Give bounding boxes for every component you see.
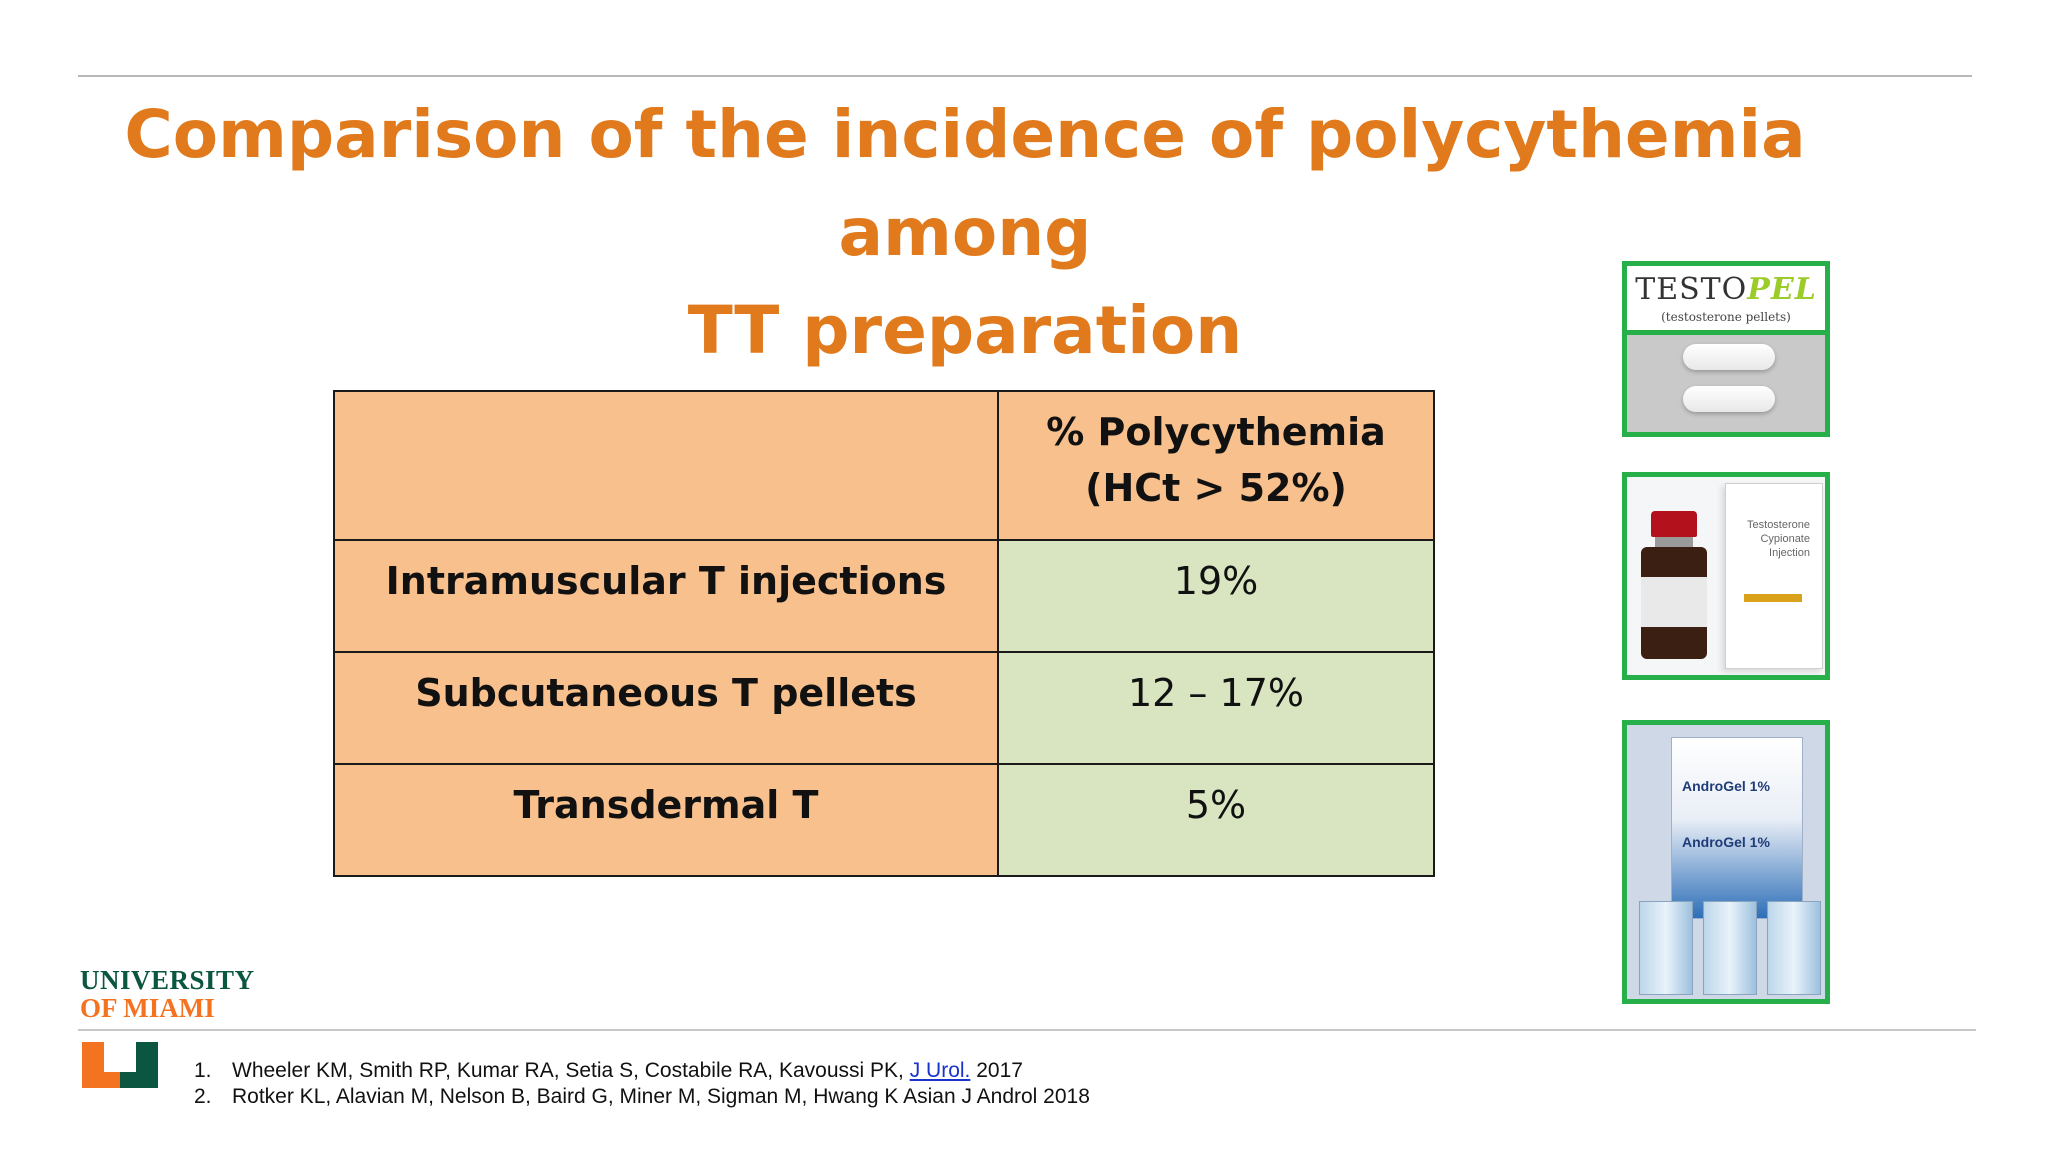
header-empty-cell (333, 390, 999, 541)
bottom-divider (78, 1029, 1976, 1031)
row-label: Subcutaneous T pellets (333, 651, 999, 765)
testopel-brand-b: PEL (1747, 272, 1817, 307)
logo-line2: OF MIAMI (80, 993, 215, 1023)
slide-title-line2: TT preparation (687, 292, 1243, 369)
reference-number: 1. (194, 1059, 212, 1082)
polycythemia-table: % Polycythemia (HCt > 52%) Intramuscular… (333, 390, 1435, 877)
product-box-icon: Testosterone Cypionate Injection (1725, 483, 1823, 669)
row-value: 19% (997, 539, 1435, 653)
header-line2: (HCt > 52%) (1085, 466, 1347, 510)
row-label: Transdermal T (333, 763, 999, 877)
androgel-product-image: AndroGel 1% AndroGel 1% (1622, 720, 1830, 1004)
reference-item: 1. Wheeler KM, Smith RP, Kumar RA, Setia … (194, 1058, 1090, 1084)
testopel-brand-a: TESTO (1635, 272, 1748, 307)
testopel-product-image: TESTOPEL (testosterone pellets) (1622, 261, 1830, 437)
sachet-icon (1767, 901, 1821, 995)
references: 1. Wheeler KM, Smith RP, Kumar RA, Setia … (194, 1058, 1090, 1110)
pellet-shape (1683, 386, 1775, 412)
logo-line1: UNIVERSITY (80, 965, 255, 995)
journal-link[interactable]: J Urol. (909, 1059, 971, 1082)
testopel-subtitle: (testosterone pellets) (1661, 310, 1791, 324)
vial-icon (1641, 511, 1707, 659)
header-value-cell: % Polycythemia (HCt > 52%) (997, 390, 1435, 541)
row-label: Intramuscular T injections (333, 539, 999, 653)
table-row: Intramuscular T injections 19% (333, 539, 1435, 653)
reference-year: 2017 (970, 1059, 1023, 1082)
row-value: 5% (997, 763, 1435, 877)
sachet-icon (1703, 901, 1757, 995)
pellet-shape (1683, 344, 1775, 370)
table-row: Transdermal T 5% (333, 763, 1435, 877)
cypionate-box-text: Testosterone Cypionate Injection (1747, 519, 1810, 559)
slide-title: Comparison of the incidence of polycythe… (60, 86, 1870, 380)
reference-text: Rotker KL, Alavian M, Nelson B, Baird G,… (232, 1085, 1090, 1108)
injection-product-image: Testosterone Cypionate Injection (1622, 472, 1830, 680)
testopel-brand: TESTOPEL (testosterone pellets) (1627, 266, 1825, 335)
header-line1: % Polycythemia (1046, 410, 1386, 454)
university-logo-text: UNIVERSITY OF MIAMI (80, 966, 255, 1022)
sachet-icon (1639, 901, 1693, 995)
slide-title-line1: Comparison of the incidence of polycythe… (124, 96, 1806, 271)
table-row: Subcutaneous T pellets 12 – 17% (333, 651, 1435, 765)
table-header-row: % Polycythemia (HCt > 52%) (333, 390, 1435, 541)
top-divider (78, 75, 1972, 77)
reference-item: 2. Rotker KL, Alavian M, Nelson B, Baird … (194, 1084, 1090, 1110)
reference-number: 2. (194, 1085, 212, 1108)
androgel-name-2: AndroGel 1% (1682, 834, 1770, 850)
androgel-name: AndroGel 1% (1682, 778, 1770, 794)
university-u-logo-icon (82, 1042, 158, 1090)
androgel-box-icon: AndroGel 1% AndroGel 1% (1671, 737, 1803, 919)
row-value: 12 – 17% (997, 651, 1435, 765)
reference-text: Wheeler KM, Smith RP, Kumar RA, Setia S,… (232, 1059, 910, 1082)
